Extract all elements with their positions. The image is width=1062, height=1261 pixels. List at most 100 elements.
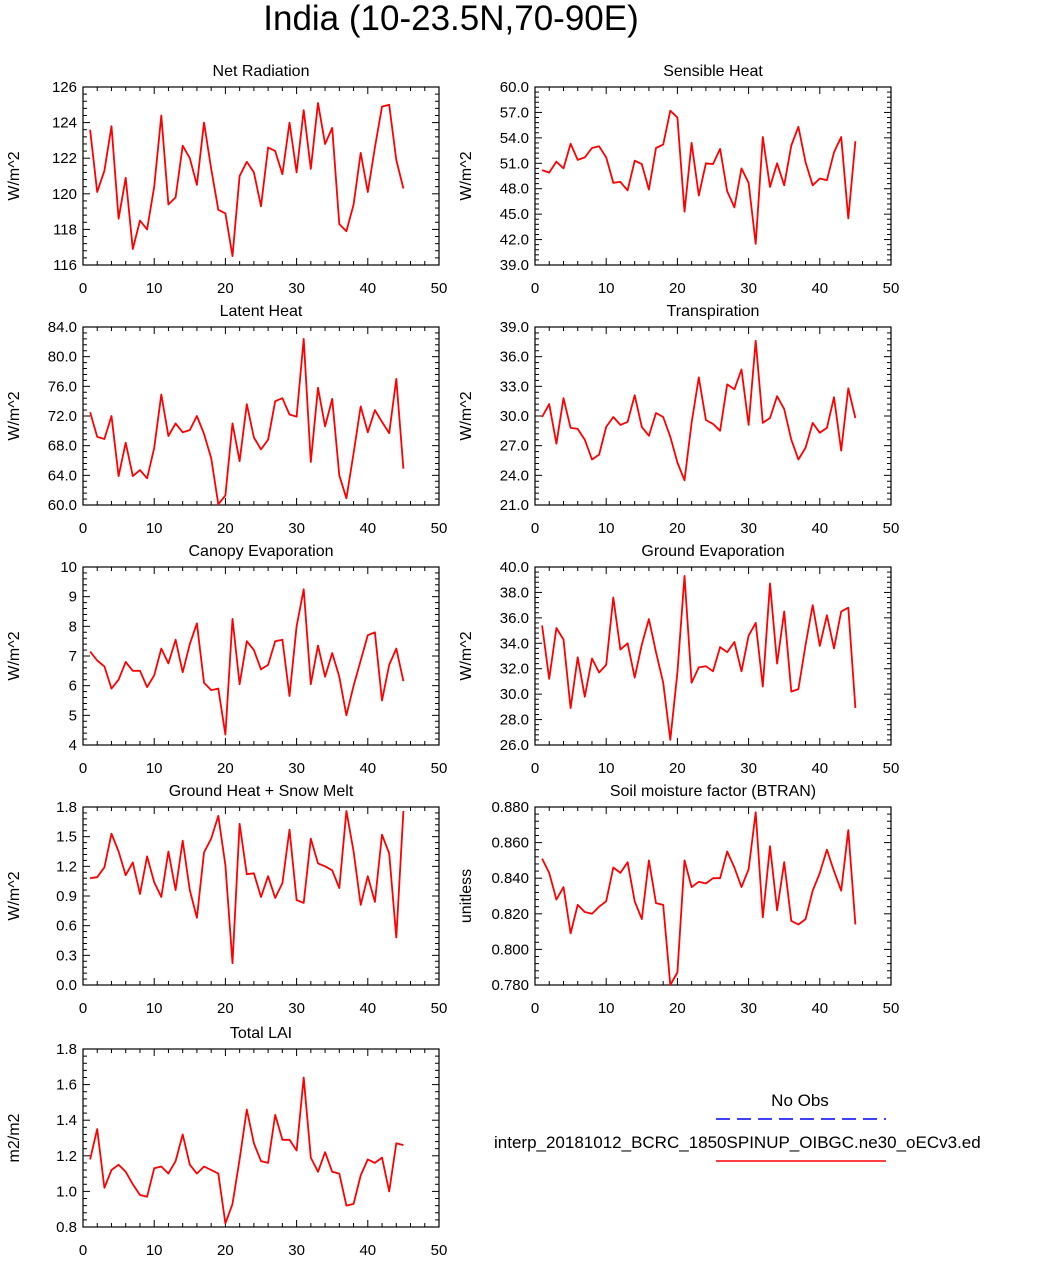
y-tick-label: 40.0 bbox=[500, 559, 529, 576]
y-tick-label: 126 bbox=[52, 79, 77, 96]
plot-frame bbox=[534, 806, 892, 986]
y-tick-label: 45.0 bbox=[500, 206, 529, 223]
panel-title: Ground Heat + Snow Melt bbox=[169, 783, 354, 800]
y-tick-label: 48.0 bbox=[500, 181, 529, 198]
y-axis-label: unitless bbox=[458, 869, 475, 923]
y-tick-label: 76.0 bbox=[48, 378, 77, 395]
y-tick-label: 120 bbox=[52, 186, 77, 203]
x-tick-label: 30 bbox=[288, 1000, 305, 1017]
x-tick-label: 40 bbox=[359, 280, 376, 297]
y-tick-label: 60.0 bbox=[500, 79, 529, 96]
series-line bbox=[89, 1076, 404, 1225]
x-tick-label: 40 bbox=[359, 520, 376, 537]
x-tick-label: 50 bbox=[883, 1000, 900, 1017]
x-tick-label: 50 bbox=[431, 520, 448, 537]
x-tick-label: 0 bbox=[531, 760, 539, 777]
panel-title: Total LAI bbox=[230, 1025, 292, 1042]
x-tick-label: 10 bbox=[146, 280, 163, 297]
x-tick-label: 20 bbox=[669, 520, 686, 537]
y-tick-label: 84.0 bbox=[48, 319, 77, 336]
plot-frame bbox=[534, 326, 892, 506]
y-tick-label: 1.2 bbox=[56, 858, 77, 875]
panel-0: Net Radiation W/m^2 0 10 20 30 40 50 116 118 120 12… bbox=[6, 63, 447, 297]
x-tick-label: 0 bbox=[79, 1000, 87, 1017]
panel-title: Canopy Evaporation bbox=[189, 543, 334, 560]
panel-5: Ground Evaporation W/m^2 0 10 20 30 40 50 26.0 28… bbox=[458, 543, 899, 777]
y-tick-label: 1.4 bbox=[56, 1112, 77, 1129]
y-tick-label: 36.0 bbox=[500, 349, 529, 366]
y-tick-label: 34.0 bbox=[500, 635, 529, 652]
y-tick-label: 28.0 bbox=[500, 712, 529, 729]
x-tick-label: 50 bbox=[431, 1000, 448, 1017]
panel-1: Sensible Heat W/m^2 0 10 20 30 40 50 39.0 42.0 45.… bbox=[458, 63, 899, 297]
panel-7: Soil moisture factor (BTRAN) unitless 0 10 2… bbox=[458, 783, 899, 1017]
panel-2: Latent Heat W/m^2 0 10 20 30 40 50 60.0 64.0 68.0 7… bbox=[6, 303, 447, 537]
panel-title: Latent Heat bbox=[220, 303, 303, 320]
y-tick-label: 1.0 bbox=[56, 1183, 77, 1200]
y-tick-label: 27.0 bbox=[500, 438, 529, 455]
x-tick-label: 40 bbox=[811, 1000, 828, 1017]
y-tick-label: 8 bbox=[69, 618, 77, 635]
y-axis-label: m2/m2 bbox=[6, 1113, 23, 1162]
y-tick-label: 0.0 bbox=[56, 977, 77, 994]
panel-3: Transpiration W/m^2 0 10 20 30 40 50 21.0 24.0 27.… bbox=[458, 303, 899, 537]
y-tick-label: 72.0 bbox=[48, 408, 77, 425]
y-tick-label: 122 bbox=[52, 150, 77, 167]
series-line bbox=[541, 575, 857, 741]
x-tick-label: 0 bbox=[79, 1242, 87, 1259]
y-tick-label: 10 bbox=[60, 559, 77, 576]
y-tick-label: 0.3 bbox=[56, 947, 77, 964]
panel-title: Soil moisture factor (BTRAN) bbox=[610, 783, 816, 800]
y-tick-label: 1.5 bbox=[56, 829, 77, 846]
x-tick-label: 40 bbox=[359, 1242, 376, 1259]
plot-frame bbox=[534, 566, 892, 746]
plot-frame bbox=[82, 86, 440, 266]
series-line bbox=[89, 588, 405, 736]
y-tick-label: 0.8 bbox=[56, 1219, 77, 1236]
series-line bbox=[541, 339, 857, 482]
y-tick-label: 7 bbox=[69, 648, 77, 665]
x-tick-label: 30 bbox=[740, 760, 757, 777]
y-tick-label: 68.0 bbox=[48, 438, 77, 455]
y-tick-label: 4 bbox=[69, 737, 77, 754]
y-axis-label: W/m^2 bbox=[6, 871, 23, 920]
x-tick-label: 50 bbox=[883, 520, 900, 537]
x-tick-label: 0 bbox=[79, 280, 87, 297]
y-tick-label: 0.860 bbox=[491, 835, 529, 852]
panel-title: Net Radiation bbox=[213, 63, 310, 80]
y-tick-label: 0.820 bbox=[491, 906, 529, 923]
x-tick-label: 20 bbox=[669, 1000, 686, 1017]
y-tick-label: 36.0 bbox=[500, 610, 529, 627]
panel-4: Canopy Evaporation W/m^2 0 10 20 30 40 50 4 5 6 7 8 9… bbox=[6, 543, 447, 777]
x-tick-label: 30 bbox=[288, 1242, 305, 1259]
x-tick-label: 50 bbox=[883, 280, 900, 297]
x-tick-label: 30 bbox=[740, 520, 757, 537]
y-tick-label: 0.9 bbox=[56, 888, 77, 905]
plot-frame bbox=[534, 86, 892, 266]
y-tick-label: 6 bbox=[69, 678, 77, 695]
x-tick-label: 20 bbox=[217, 280, 234, 297]
x-tick-label: 40 bbox=[359, 1000, 376, 1017]
series-line bbox=[89, 337, 405, 506]
x-tick-label: 20 bbox=[217, 760, 234, 777]
panel-8: Total LAI m2/m2 0 10 20 30 40 50 0.8 1.0 1.2 1.4 1.6… bbox=[6, 1025, 447, 1259]
x-tick-label: 30 bbox=[740, 1000, 757, 1017]
x-tick-label: 0 bbox=[79, 760, 87, 777]
x-tick-label: 0 bbox=[531, 1000, 539, 1017]
x-tick-label: 10 bbox=[598, 280, 615, 297]
y-tick-label: 30.0 bbox=[500, 686, 529, 703]
y-tick-label: 0.6 bbox=[56, 918, 77, 935]
plot-frame bbox=[82, 1048, 440, 1228]
y-axis-label: W/m^2 bbox=[6, 151, 23, 200]
y-tick-label: 39.0 bbox=[500, 257, 529, 274]
y-tick-label: 57.0 bbox=[500, 104, 529, 121]
y-tick-label: 51.0 bbox=[500, 155, 529, 172]
y-axis-label: W/m^2 bbox=[458, 391, 475, 440]
x-tick-label: 30 bbox=[740, 280, 757, 297]
series-line bbox=[89, 102, 405, 258]
figure-title: India (10-23.5N,70-90E) bbox=[263, 0, 639, 38]
y-tick-label: 42.0 bbox=[500, 232, 529, 249]
y-tick-label: 118 bbox=[53, 221, 77, 238]
